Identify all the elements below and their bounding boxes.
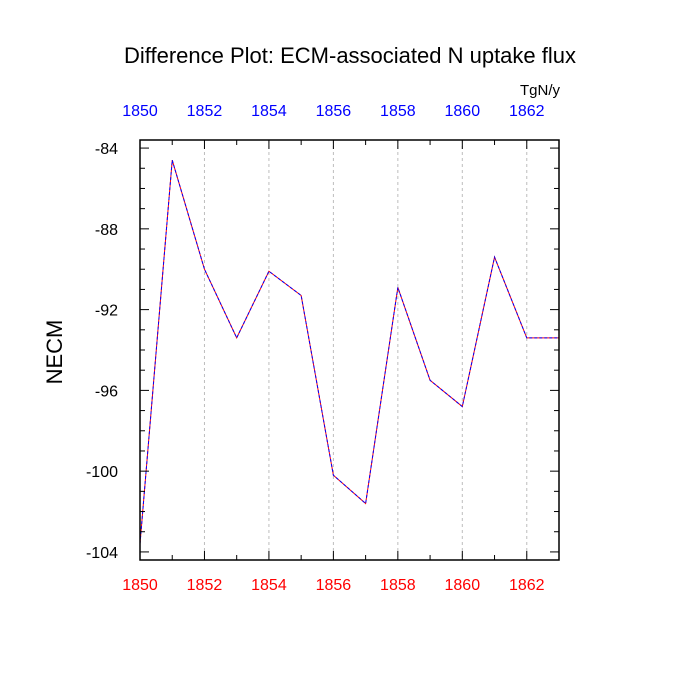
y-tick-label--104: -104	[86, 545, 118, 562]
tick-labels: 1850 1850 1852 1852 1854 1854 1856 1856 1858 1858…	[86, 103, 545, 594]
x-tick-label-top-1856: 1856	[316, 103, 352, 120]
x-tick-label-top-1854: 1854	[251, 103, 287, 120]
x-tick-label-bottom-1860: 1860	[445, 577, 481, 594]
x-tick-label-bottom-1856: 1856	[316, 577, 352, 594]
x-tick-label-bottom-1862: 1862	[509, 577, 545, 594]
series-line-overlay-0	[139, 160, 559, 544]
chart-title: Difference Plot: ECM-associated N uptake…	[124, 43, 576, 68]
x-tick-label-bottom-1850: 1850	[122, 577, 158, 594]
x-tick-label-bottom-1854: 1854	[251, 577, 287, 594]
y-tick-label--88: -88	[95, 222, 118, 239]
y-axis-label: NECM	[42, 320, 67, 385]
plot-frame	[139, 139, 560, 561]
y-tick-label--100: -100	[86, 464, 118, 481]
x-tick-label-bottom-1852: 1852	[187, 577, 223, 594]
x-tick-label-top-1860: 1860	[445, 103, 481, 120]
plot-frame-rect	[139, 139, 560, 561]
x-tick-label-top-1862: 1862	[509, 103, 545, 120]
x-tick-label-top-1850: 1850	[122, 103, 158, 120]
x-tick-label-bottom-1858: 1858	[380, 577, 416, 594]
y-tick-label--84: -84	[95, 141, 118, 158]
y-tick-label--96: -96	[95, 383, 118, 400]
units-label: TgN/y	[520, 82, 561, 99]
x-tick-label-top-1858: 1858	[380, 103, 416, 120]
grid-lines	[203, 140, 528, 560]
series-line-0	[139, 160, 559, 544]
series-lines	[139, 160, 559, 544]
axis-ticks	[139, 140, 560, 560]
x-tick-label-top-1852: 1852	[187, 103, 223, 120]
y-tick-label--92: -92	[95, 303, 118, 320]
